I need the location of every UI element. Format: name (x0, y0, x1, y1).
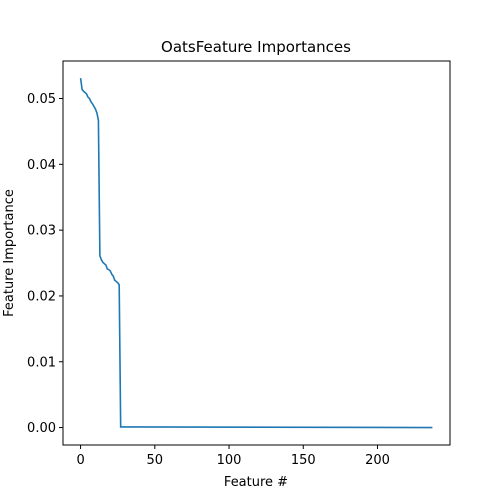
x-tick-label: 150 (291, 453, 316, 468)
x-tick-label: 200 (365, 453, 390, 468)
y-tick-label: 0.02 (27, 289, 56, 304)
y-axis: 0.00 0.01 0.02 0.03 0.04 0.05 (27, 92, 63, 436)
x-tick-label: 0 (76, 453, 84, 468)
x-axis: 0 50 100 150 200 (76, 445, 390, 468)
y-tick-label: 0.05 (27, 92, 56, 107)
x-tick-label: 100 (217, 453, 242, 468)
y-tick-label: 0.00 (27, 421, 56, 436)
x-axis-label: Feature # (224, 475, 288, 490)
series-line (79, 78, 433, 429)
y-tick-label: 0.01 (27, 355, 56, 370)
y-axis-label: Feature Importance (2, 189, 17, 317)
x-tick-label: 50 (147, 453, 164, 468)
chart-title: OatsFeature Importances (161, 38, 351, 56)
y-tick-label: 0.04 (27, 158, 56, 173)
y-tick-label: 0.03 (27, 224, 56, 239)
axes-frame (62, 60, 451, 446)
